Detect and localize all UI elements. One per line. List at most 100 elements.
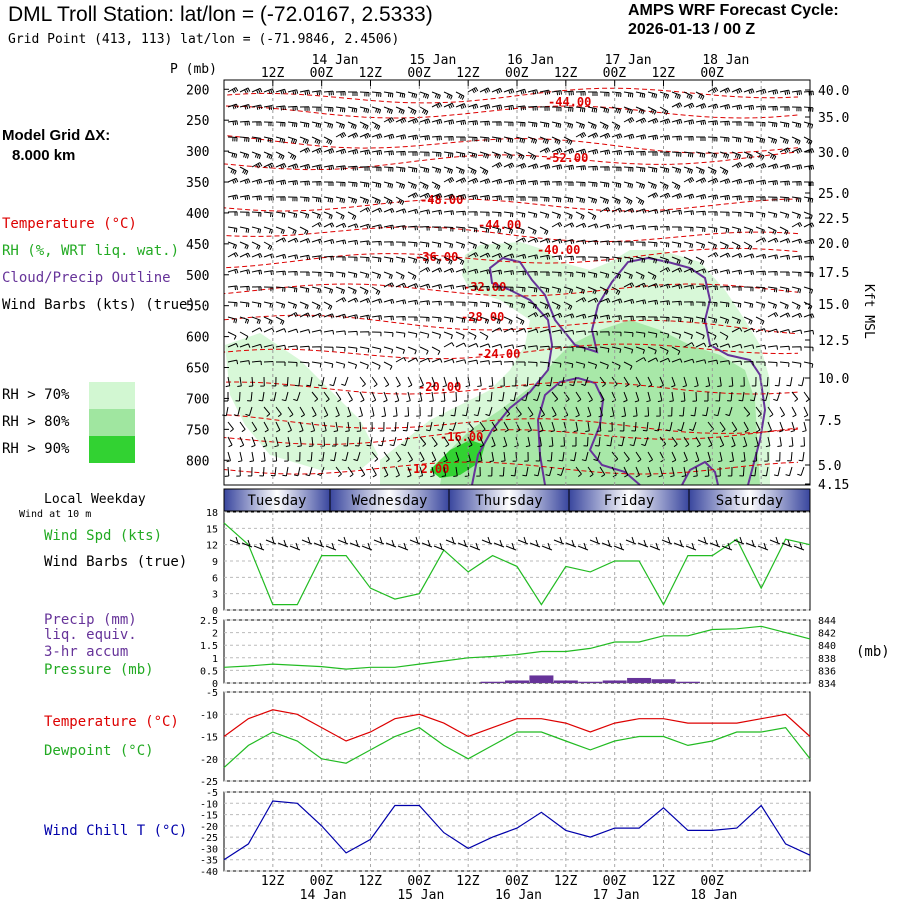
wind-barb — [659, 135, 670, 141]
wind-barb — [779, 286, 790, 293]
wind-barb — [251, 211, 262, 217]
wind-barb — [467, 211, 478, 216]
wind-barb — [441, 466, 447, 478]
wind-barb — [479, 285, 490, 291]
wind-barb — [731, 436, 736, 448]
wind-barb — [239, 421, 246, 433]
wind-barb — [503, 136, 514, 143]
wind-barb — [731, 178, 743, 185]
wind-barb — [798, 451, 805, 462]
wind-barb — [299, 226, 309, 235]
wind-barb — [317, 466, 325, 476]
wind-barb — [503, 179, 515, 185]
windchill-ytick-label: -10 — [200, 799, 218, 810]
wind-barb — [456, 136, 466, 141]
wind-barb — [299, 345, 310, 351]
wind-barb — [803, 196, 814, 203]
wind-barb — [260, 376, 265, 387]
wind-barb — [791, 136, 801, 145]
wind-barb — [419, 331, 430, 339]
wind-barb — [347, 361, 358, 369]
surface-wind-barb — [637, 539, 649, 548]
wind-barb — [779, 163, 791, 170]
wind-barb — [611, 271, 622, 279]
wind-barb — [659, 316, 670, 322]
wind-barb — [665, 421, 673, 432]
wind-barb — [347, 121, 357, 130]
temperature-line — [223, 709, 811, 742]
wind-barb — [347, 330, 358, 336]
wind-barb — [635, 208, 647, 214]
pressure-tick-label: 600 — [186, 331, 209, 346]
wind-barb — [395, 466, 400, 478]
wind-barb — [572, 437, 577, 447]
wind-barb — [695, 268, 707, 274]
wind-barb — [527, 237, 539, 243]
wind-barb — [680, 391, 686, 402]
wind-barb — [503, 151, 513, 160]
bottom-date-label: 17 Jan — [593, 888, 640, 900]
wind-barb — [431, 118, 443, 125]
wind-barb — [503, 270, 514, 275]
wind-barb — [323, 346, 334, 352]
surface-wind-barb — [709, 539, 721, 548]
wind-barb — [755, 136, 766, 144]
wind-barb — [347, 149, 359, 155]
wind-barb — [611, 451, 619, 462]
wind-barb — [803, 239, 815, 245]
wind-barb — [455, 194, 467, 200]
wind-barb — [359, 166, 370, 171]
wind-barb — [431, 331, 442, 339]
wind-chill-label: Wind Chill T (°C) — [44, 823, 188, 839]
top-date-label: 14 Jan — [312, 53, 359, 68]
wind-barb — [245, 406, 253, 417]
wind-barb — [383, 466, 389, 478]
wind-barb — [791, 301, 801, 310]
wind-barb — [599, 346, 610, 353]
wind-barb — [767, 136, 778, 144]
wind-barb — [527, 301, 537, 309]
wind-barb — [731, 195, 742, 201]
wind-spd-ytick-label: 15 — [206, 524, 218, 535]
bottom-time-label: 00Z — [603, 874, 627, 889]
legend-cloud: Cloud/Precip Outline — [2, 270, 171, 286]
pressure-label: Pressure (mb) — [44, 662, 154, 678]
wind-barb — [551, 406, 557, 418]
wind-barb — [335, 239, 347, 245]
wind-barb — [311, 391, 319, 402]
wind-barb — [499, 466, 505, 477]
wind-barb — [282, 466, 289, 477]
wind-barb — [743, 270, 754, 275]
wind-barb — [347, 165, 358, 171]
wind-barb — [551, 147, 563, 154]
wind-barb — [489, 451, 495, 463]
surface-wind-barb — [793, 542, 805, 551]
wind-barb — [299, 196, 310, 202]
wind-barb — [467, 252, 479, 258]
wind-barb — [587, 149, 599, 155]
rh-70-swatch — [89, 382, 135, 409]
wind-barb — [479, 87, 491, 94]
wind-barb — [395, 106, 405, 115]
temp-contour-label: -20.00 — [418, 380, 461, 394]
wind-barb — [767, 312, 779, 318]
wind-barb — [404, 406, 410, 417]
wind-barb — [623, 331, 634, 337]
wind-barb — [659, 346, 669, 355]
wind-barb — [767, 196, 778, 202]
wind-barb — [287, 301, 297, 309]
wind-barb — [642, 421, 649, 432]
wind-barb — [755, 88, 767, 95]
wind-barb — [742, 436, 748, 448]
surface-wind-barb — [781, 539, 793, 548]
wind-barb — [511, 376, 517, 387]
wind-barb — [791, 238, 803, 244]
wind-barb — [467, 285, 478, 291]
wind-barb — [455, 210, 466, 216]
wind-barb — [347, 181, 358, 187]
wind-barb — [707, 226, 718, 233]
wind-barb — [719, 104, 731, 110]
bottom-time-label: 00Z — [505, 874, 529, 889]
wind-barb — [359, 391, 365, 403]
wind-barb — [527, 328, 539, 334]
